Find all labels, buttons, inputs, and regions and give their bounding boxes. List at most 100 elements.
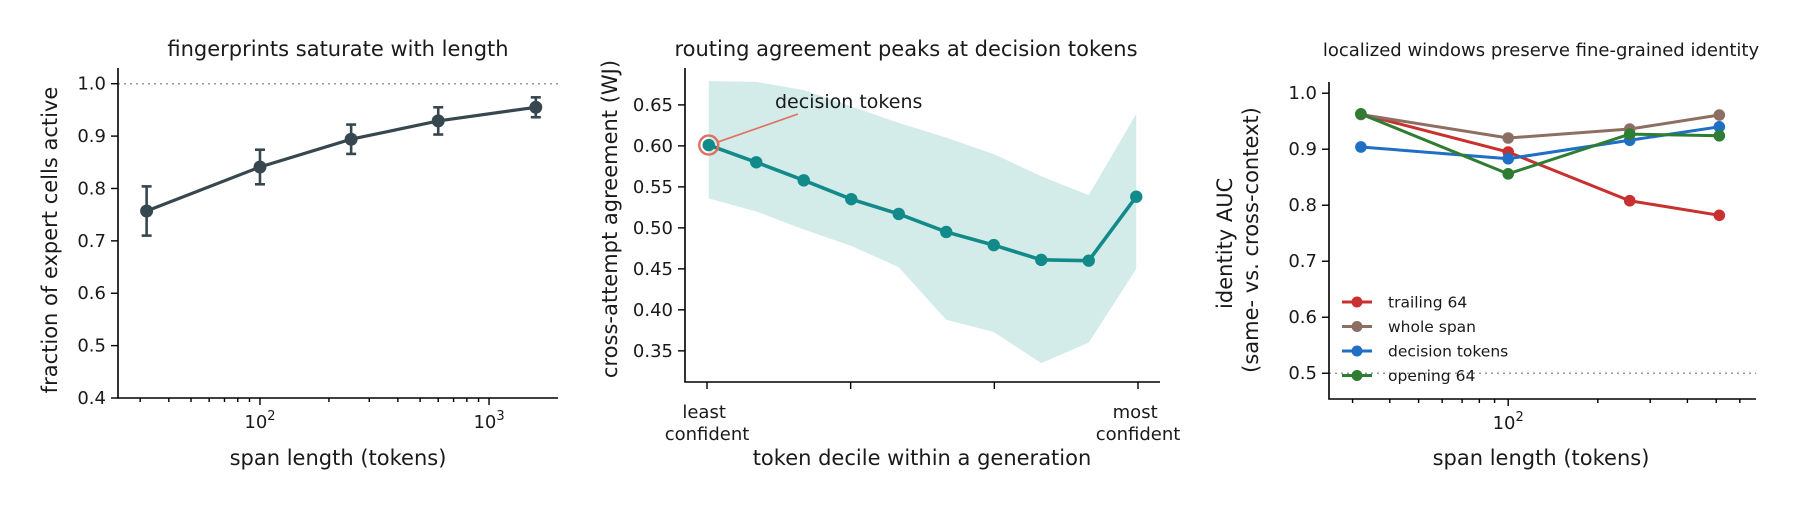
panel-3-axes: [1328, 82, 1756, 400]
panel-2-series-line: [708, 143, 1138, 263]
panel-1-title: fingerprints saturate with length: [167, 37, 508, 61]
panel-2-x-tick-least: least confident: [665, 402, 750, 445]
panel-3-point: [1502, 132, 1515, 144]
panel-3-y-tick-label: 0.6: [1288, 307, 1317, 328]
panel-3-point: [1713, 129, 1726, 142]
panel-3-series-line-4: [1360, 112, 1720, 176]
panel-1-point: [253, 160, 267, 174]
panel-3-point: [1502, 168, 1515, 180]
panel-1-point: [140, 204, 154, 218]
panel-2-point: [892, 207, 905, 221]
panel-3-y-axis-label-line-2: (same- vs. cross-context): [1239, 107, 1263, 373]
panel-2-annotation-text: decision tokens: [775, 91, 922, 113]
panel-1-x-tick-label-exponent: 2: [267, 409, 275, 424]
panel-2-point: [845, 192, 858, 206]
panel-3-y-tick-label: 0.7: [1288, 251, 1317, 272]
panel-2-point: [702, 138, 715, 152]
panel-1-x-ticks: 102 103: [139, 398, 505, 433]
panel-3-point: [1502, 152, 1515, 165]
panel-3-point: [1713, 109, 1726, 121]
panel-3-series-line-1: [1360, 112, 1720, 217]
panel-2-x-axis-label: token decile within a generation: [753, 446, 1092, 470]
panel-3-legend-label: trailing 64: [1388, 294, 1467, 312]
panel-2-y-tick-label: 0.35: [633, 341, 673, 362]
panel-1-x-tick-label: 103: [473, 409, 504, 433]
panel-3-point: [1623, 194, 1636, 207]
panel-2-y-tick-label: 0.50: [633, 218, 673, 239]
panel-3-x-tick-label-exponent: 2: [1516, 410, 1524, 425]
panel-2: routing agreement peaks at decision toke…: [598, 37, 1180, 470]
panel-1-y-tick-label: 0.4: [77, 388, 106, 409]
panel-2-point: [1082, 254, 1095, 267]
panel-3-y-ticks: 0.5 0.6 0.7 0.8 0.9 1.0: [1288, 83, 1329, 384]
panel-3-legend-swatch-marker: [1351, 370, 1363, 381]
panel-3-title: localized windows preserve fine-grained …: [1323, 40, 1760, 61]
panel-3-x-tick-label-base: 10: [1493, 413, 1516, 434]
panel-2-axes: [684, 68, 1160, 383]
panel-3-y-tick-label: 0.8: [1288, 195, 1317, 216]
panel-3-series-lines: [1360, 112, 1720, 217]
panel-2-annotation-line: [717, 113, 799, 143]
panel-1-points: [140, 100, 543, 218]
panel-2-point: [940, 225, 953, 239]
panel-1-x-tick-label-exponent: 3: [496, 409, 504, 424]
panel-3-legend: trailing 64 whole span decision tokens open…: [1342, 294, 1508, 385]
panel-1-series-line: [146, 105, 537, 213]
panel-1-y-tick-label: 0.8: [77, 178, 106, 199]
panel-2-x-tick-least-line-1: least: [682, 402, 726, 423]
panel-2-point: [797, 174, 810, 187]
panel-3-point: [1355, 108, 1367, 120]
panel-1-y-tick-label: 0.5: [77, 336, 106, 357]
panel-1-x-tick-label-base: 10: [473, 412, 496, 433]
panel-3-legend-label: decision tokens: [1388, 343, 1508, 361]
panel-3-series-line-3: [1360, 125, 1720, 161]
panel-3-y-axis-label-line-1: identity AUC: [1213, 178, 1237, 309]
panel-2-x-tick-least-line-2: confident: [665, 424, 750, 445]
panel-2-annotation-marker: [698, 134, 720, 156]
panel-3-legend-swatch-marker: [1351, 321, 1363, 332]
panel-2-title: routing agreement peaks at decision toke…: [674, 37, 1137, 61]
panel-1-x-axis-label: span length (tokens): [230, 446, 447, 470]
panel-1-y-tick-label: 0.9: [77, 126, 106, 147]
panel-1-point: [431, 114, 445, 128]
panel-3-x-axis-label: span length (tokens): [1433, 446, 1650, 470]
panel-1-errorbars: [141, 96, 541, 237]
panel-3-y-tick-label: 0.9: [1288, 139, 1317, 160]
panel-1-y-tick-label: 0.7: [77, 231, 106, 252]
panel-1-x-tick-label-base: 10: [244, 412, 267, 433]
panel-3-legend-label: whole span: [1388, 318, 1476, 336]
panel-3-series-line-2: [1360, 113, 1720, 140]
panel-3-x-tick-label: 102: [1493, 410, 1524, 434]
panel-1-y-tick-label: 1.0: [77, 74, 106, 95]
panel-2-x-tick-most-line-2: confident: [1096, 424, 1181, 445]
panel-1-x-tick-label: 102: [244, 409, 275, 433]
panel-2-point: [750, 156, 763, 169]
panel-2-x-tick-most: most confident: [1096, 402, 1181, 445]
panel-3: localized windows preserve fine-grained …: [1213, 40, 1759, 470]
panel-2-point: [1130, 190, 1143, 203]
panel-2-y-tick-label: 0.55: [633, 177, 673, 198]
panel-2-point: [1035, 253, 1048, 267]
panel-2-point: [987, 238, 1000, 252]
panel-3-legend-label: opening 64: [1388, 367, 1475, 385]
panel-2-y-tick-label: 0.45: [633, 259, 673, 280]
panel-2-y-ticks: 0.35 0.40 0.45 0.50 0.55 0.60 0.65: [633, 95, 685, 362]
panel-1-y-ticks: 0.4 0.5 0.6 0.7 0.8 0.9 1.0: [77, 74, 118, 409]
panel-2-y-tick-label: 0.40: [633, 300, 673, 321]
panel-3-points: [1355, 108, 1726, 222]
panel-3-y-axis-label: identity AUC (same- vs. cross-context): [1213, 107, 1263, 373]
panel-2-y-axis-label: cross-attempt agreement (WJ): [598, 60, 622, 378]
panel-1-y-axis-label: fraction of expert cells active: [38, 87, 62, 394]
panel-3-x-ticks: 102: [1351, 399, 1741, 434]
panel-2-points: [702, 138, 1143, 267]
panel-1-point: [529, 100, 543, 114]
panel-2-x-ticks: [706, 382, 1139, 389]
panel-3-legend-swatch-marker: [1351, 345, 1363, 357]
panel-1-axes: [117, 68, 558, 399]
panel-2-x-tick-most-line-1: most: [1113, 402, 1158, 423]
panel-3-point: [1713, 209, 1726, 222]
panel-3-point: [1713, 121, 1726, 133]
panel-3-point: [1355, 141, 1367, 153]
panel-2-y-tick-label: 0.65: [633, 95, 673, 116]
